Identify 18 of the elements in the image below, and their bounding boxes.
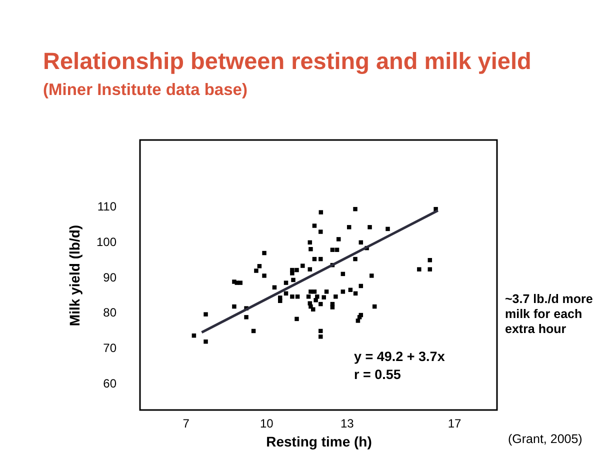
y-tick-label: 110	[97, 199, 117, 214]
y-axis-title: Milk yield (lb/d)	[66, 224, 82, 326]
text: ~3.7 lb./d more milk for each extra hour	[505, 292, 594, 337]
x-tick-label: 17	[448, 416, 462, 430]
y-tick-label: 60	[103, 376, 117, 391]
x-tick-label: 7	[182, 416, 190, 430]
y-tick-label: 100	[96, 234, 117, 249]
y-tick-label: 90	[103, 270, 117, 284]
annotation: y = 49.2 + 3.7x	[354, 349, 445, 364]
x-axis-title: Resting time (h)	[266, 434, 372, 450]
y-tick-label: 80	[103, 306, 117, 320]
x-tick-label: 13	[340, 416, 354, 430]
x-tick-label: 10	[260, 416, 274, 430]
y-tick-label: 70	[103, 341, 117, 356]
text: (Grant, 2005)	[508, 432, 582, 447]
annotation: r = 0.55	[354, 367, 401, 382]
chart-title: Relationship between resting and milk yield	[43, 48, 532, 75]
chart-subtitle: (Miner Institute data base)	[43, 81, 248, 100]
